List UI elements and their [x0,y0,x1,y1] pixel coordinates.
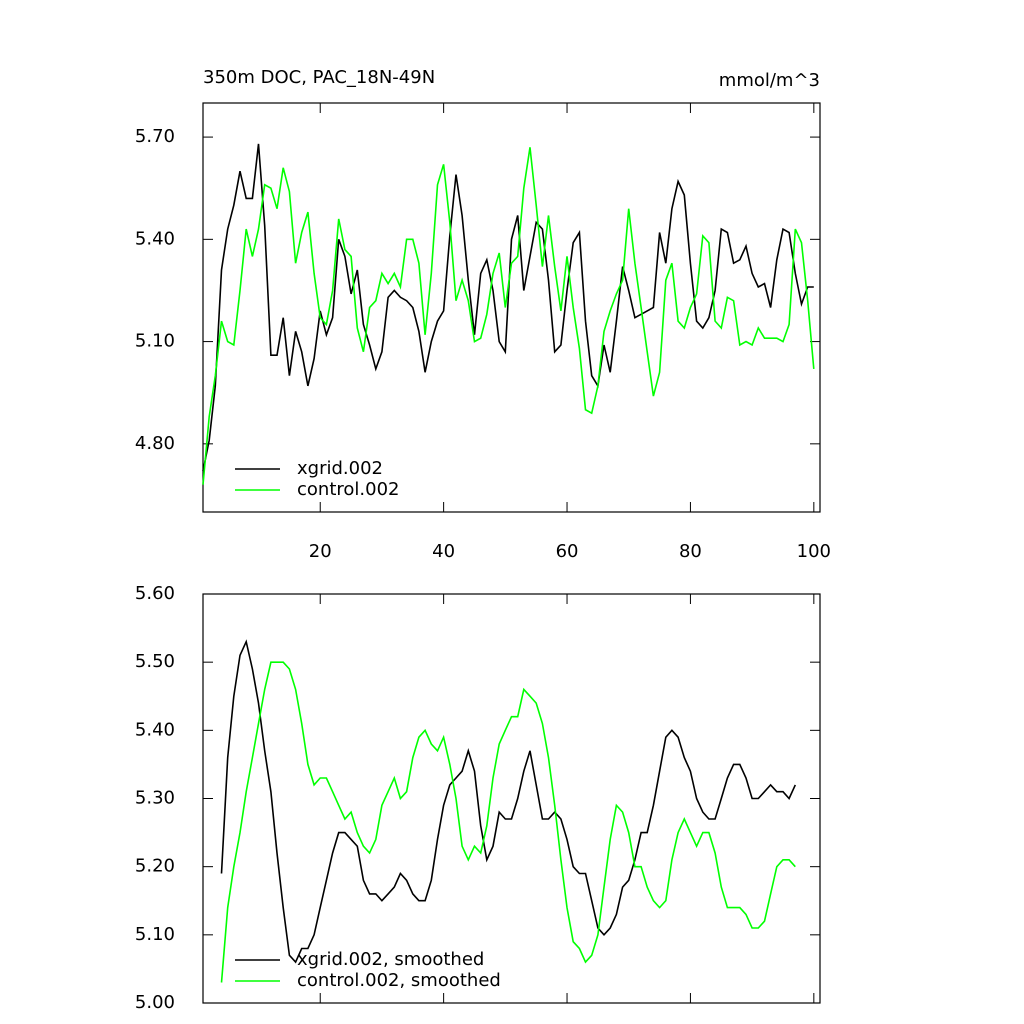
series-line [202,143,814,472]
legend-label: control.002, smoothed [297,970,501,991]
y-tick-label: 5.10 [135,331,175,352]
plot-frame [202,102,821,513]
y-tick-label: 5.40 [135,228,175,249]
series-line [220,639,797,964]
y-tick-label: 5.70 [135,126,175,147]
y-tick-label: 5.60 [135,583,175,604]
y-tick-label: 5.40 [135,719,175,740]
legend-label: control.002 [297,479,399,500]
legend-label: xgrid.002 [297,458,383,479]
series-line [202,147,815,485]
x-tick-label: 100 [797,541,831,562]
y-tick-label: 5.00 [135,992,175,1013]
plot-frame [202,593,821,1004]
x-tick-label: 60 [556,541,579,562]
units-label: mmol/m^3 [719,70,820,91]
y-tick-label: 5.20 [135,856,175,877]
series-line [220,661,796,983]
x-tick-label: 40 [432,541,455,562]
x-tick-label: 80 [679,541,702,562]
y-tick-label: 4.80 [135,433,175,454]
y-tick-label: 5.30 [135,788,175,809]
legend-label: xgrid.002, smoothed [297,949,484,970]
y-tick-label: 5.10 [135,924,175,945]
chart-title: 350m DOC, PAC_18N-49N [203,67,435,88]
y-tick-label: 5.50 [135,651,175,672]
x-tick-label: 20 [309,541,332,562]
